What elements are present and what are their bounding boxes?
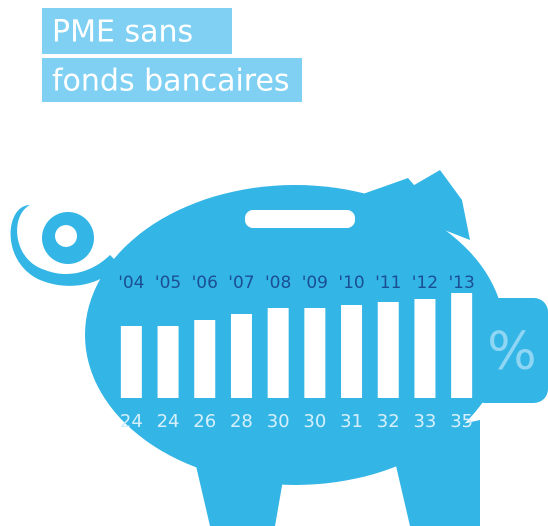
x-tick-label: '04 — [118, 273, 144, 293]
chart-title: fonds bancaires — [52, 64, 290, 99]
data-label: 31 — [340, 411, 363, 432]
data-label: 28 — [230, 411, 253, 432]
data-label: 30 — [267, 411, 290, 432]
title-box — [42, 58, 302, 102]
tail-hole — [55, 225, 77, 247]
data-label: 35 — [450, 411, 473, 432]
data-label: 30 — [303, 411, 326, 432]
chart-title: PME sans — [52, 15, 193, 50]
bar — [267, 308, 289, 398]
x-tick-label: '10 — [338, 273, 364, 293]
bar — [230, 314, 252, 398]
data-label: 32 — [377, 411, 400, 432]
title-box — [42, 8, 232, 54]
data-label: 24 — [120, 411, 143, 432]
x-tick-label: '11 — [375, 273, 401, 293]
x-tick-label: '13 — [448, 273, 474, 293]
unit-label: % — [487, 322, 536, 382]
x-tick-label: '07 — [228, 273, 254, 293]
x-tick-label: '08 — [265, 273, 291, 293]
bar — [341, 305, 363, 398]
x-tick-label: '05 — [155, 273, 181, 293]
data-label: 24 — [157, 411, 180, 432]
bar — [414, 299, 436, 398]
bar — [157, 326, 179, 398]
coin-slot — [245, 210, 355, 228]
data-label: 26 — [193, 411, 216, 432]
data-label: 33 — [413, 411, 436, 432]
x-tick-label: '12 — [412, 273, 438, 293]
x-tick-label: '09 — [302, 273, 328, 293]
bar — [120, 326, 142, 398]
bar — [304, 308, 326, 398]
bar — [194, 320, 216, 398]
piggy-bank — [10, 170, 548, 526]
x-tick-label: '06 — [192, 273, 218, 293]
bar — [451, 293, 473, 398]
bar — [377, 302, 399, 398]
